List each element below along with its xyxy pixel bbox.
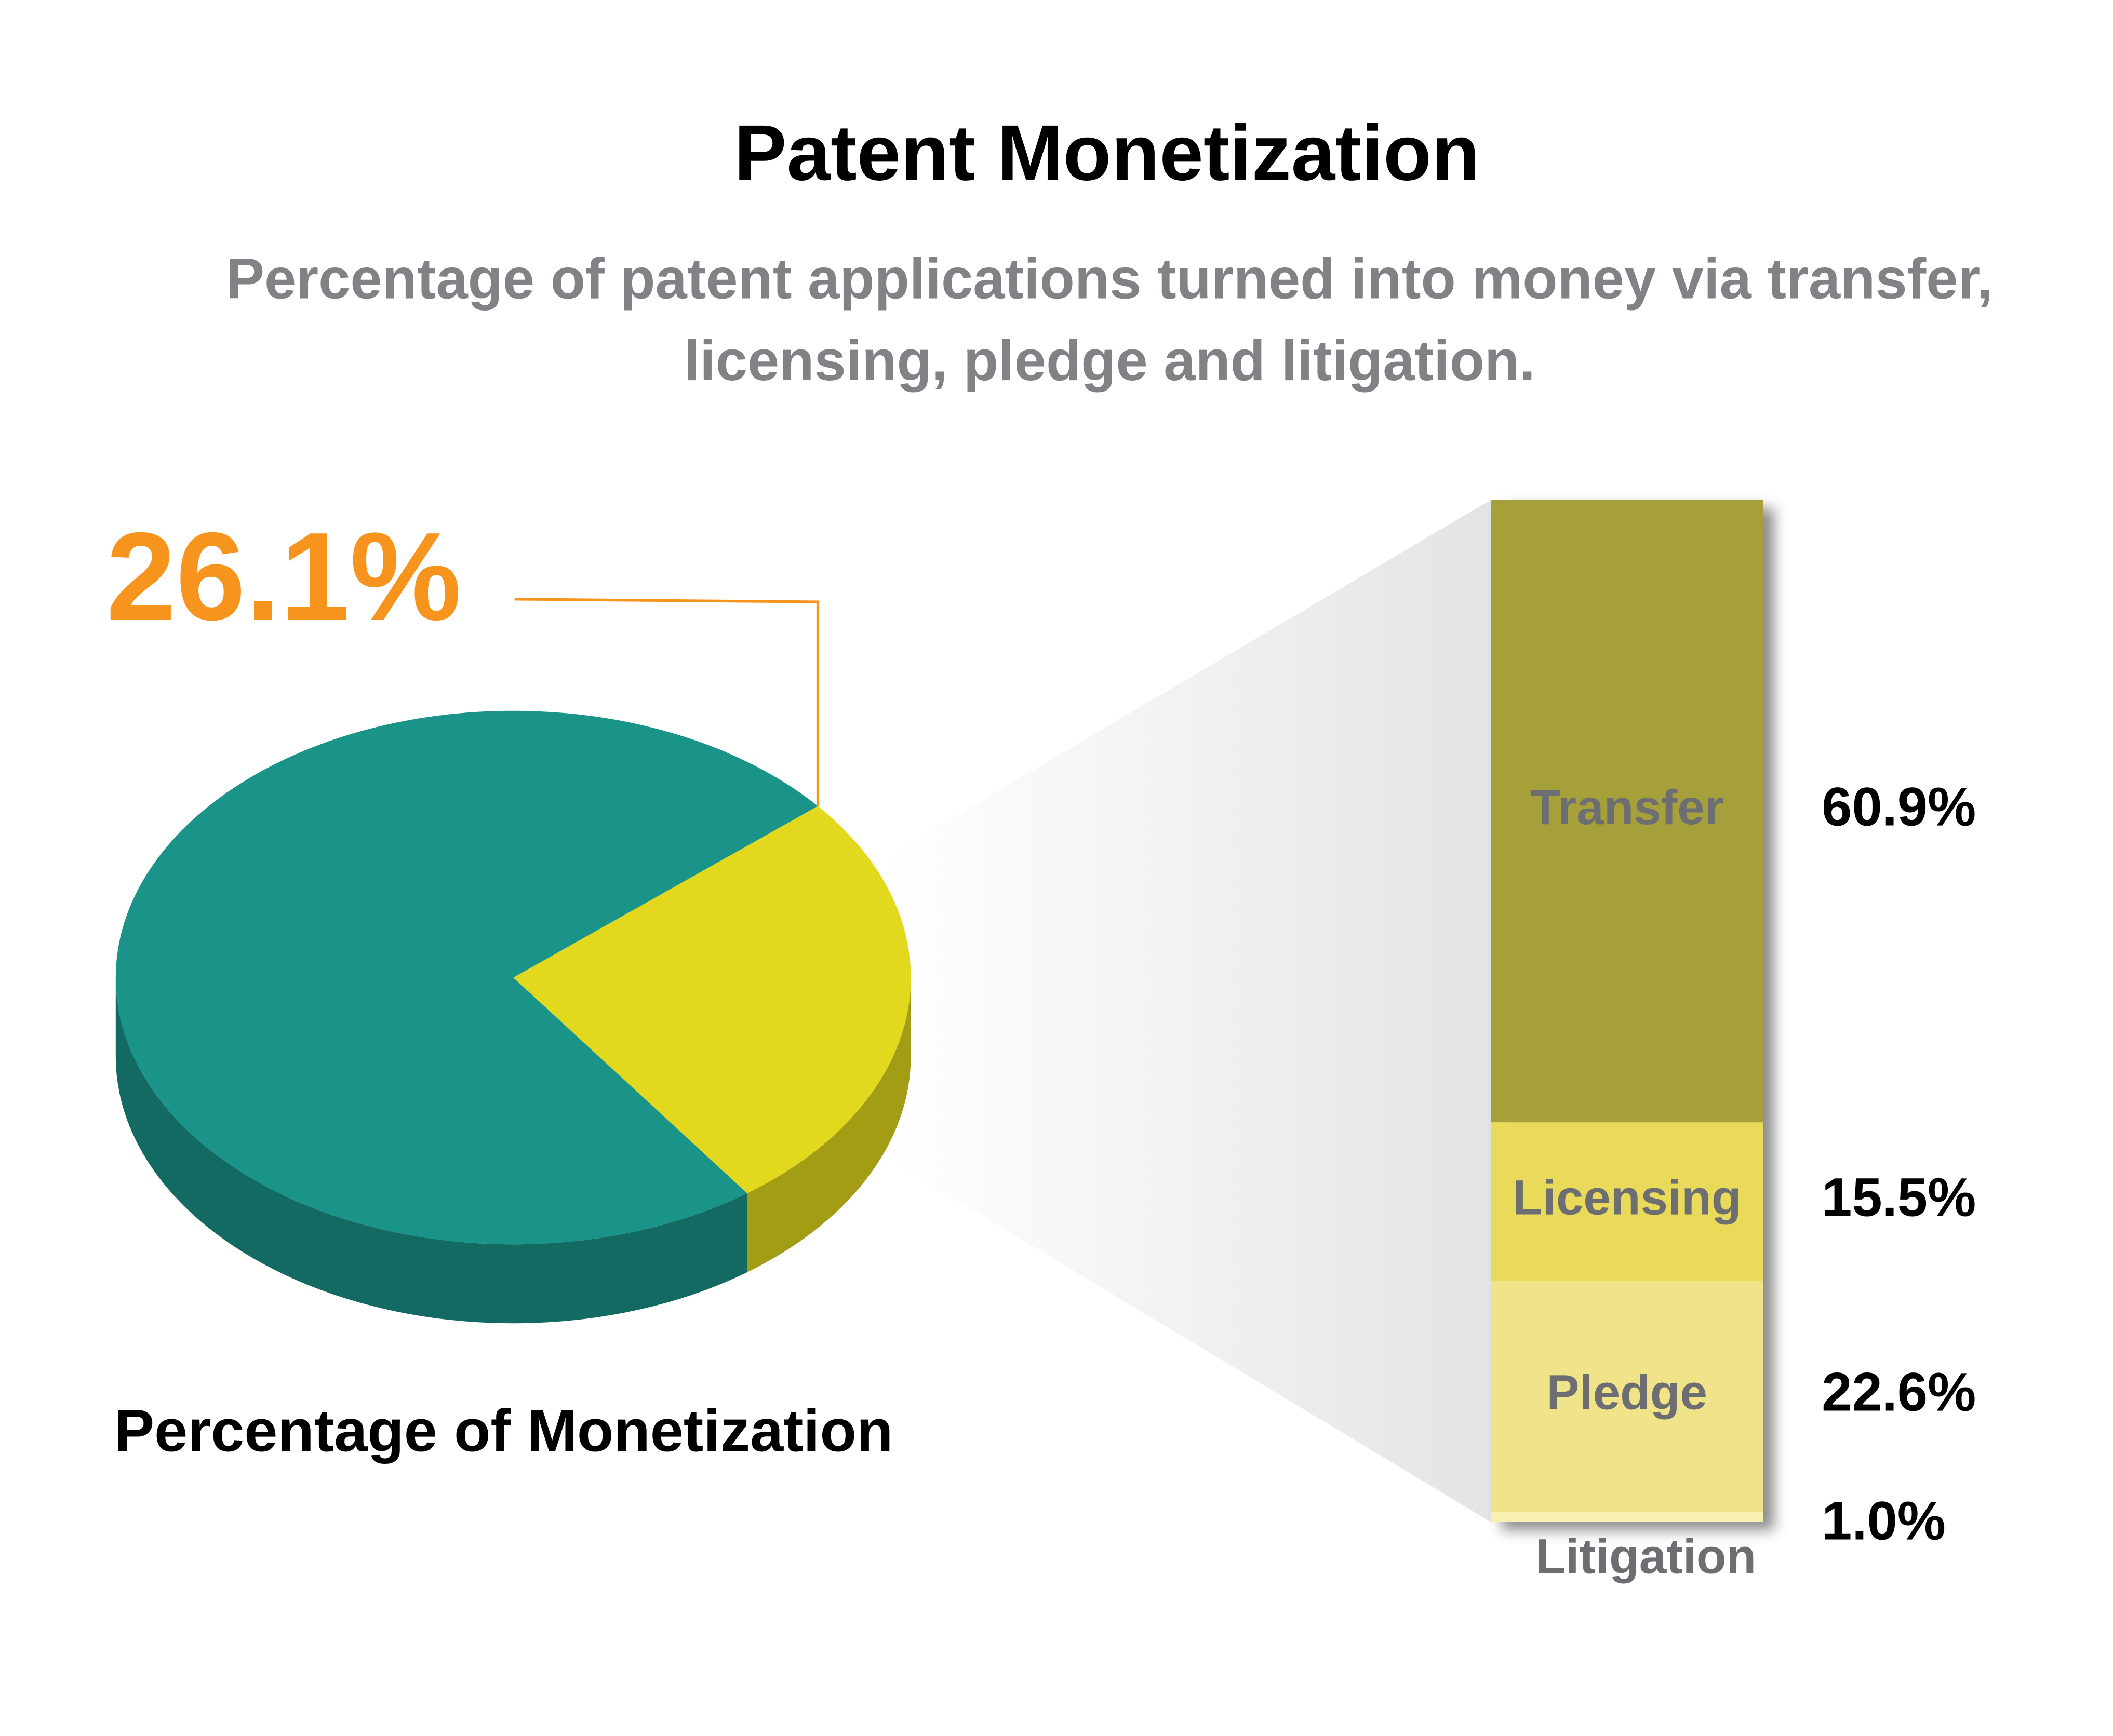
pie-slice [115,710,818,1245]
segment-label: Pledge [1547,1365,1707,1420]
bar-segment [1491,1281,1763,1512]
bar-segment [1491,1122,1763,1281]
segment-label: Transfer [1530,780,1723,835]
pie-title: Percentage of Monetization [114,1398,893,1464]
value-label: 15.5% [1822,1167,1976,1228]
title: Patent Monetization [734,109,1480,197]
pie-slice [513,806,911,1193]
pie-side [115,977,747,1324]
segment-label: Litigation [1536,1529,1757,1583]
connector [885,500,1491,1522]
bar-segment [1491,500,1763,1123]
value-label: 22.6% [1822,1362,1976,1423]
segment-label: Licensing [1513,1170,1741,1225]
bar-segment [1491,1512,1763,1522]
value-label: 1.0% [1822,1491,1946,1552]
pie: 26.1% [106,507,911,1324]
subtitle-box: Percentage of patent applications turned… [226,246,1993,393]
bar-stack [1491,500,1763,1522]
value-label: 60.9% [1822,777,1976,838]
stacked-bar: Transfer 60.9% Licensing 15.5% Pledge 22.6% Li… [1491,500,1976,1583]
pie-side [747,977,911,1272]
leader-line [514,598,820,806]
subtitle: Percentage of patent applications turned… [226,246,1993,393]
pie-value-label: 26.1% [106,507,461,647]
